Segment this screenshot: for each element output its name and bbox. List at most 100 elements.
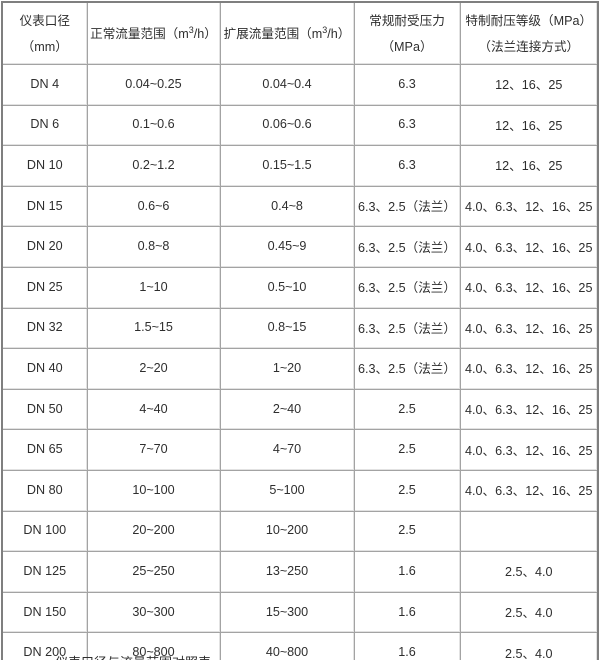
table-row: DN 150 30~300 15~300 1.6 2.5、4.0: [1, 591, 599, 634]
table-cell: 0.8~8: [86, 226, 221, 268]
table-cell: 4.0、6.3、12、16、25: [459, 469, 599, 512]
column-header-label: 常规耐受压力（MPa）: [369, 13, 445, 54]
table-cell: 5~100: [219, 469, 355, 512]
table-cell: 2.5: [353, 388, 461, 431]
cell-diameter: DN 100: [1, 510, 88, 553]
table-cell: 0.45~9: [219, 226, 355, 268]
table-row: DN 10 0.2~1.2 0.15~1.5 6.3 12、16、25: [1, 145, 599, 187]
table-cell: 13~250: [219, 551, 355, 593]
table-cell: 1.6: [353, 632, 461, 660]
cell-diameter: DN 32: [1, 307, 88, 350]
cell-diameter: DN 65: [1, 429, 88, 471]
cell-diameter: DN 200: [1, 632, 88, 660]
table-row: DN 200 80~800 40~800 1.6 2.5、4.0: [1, 632, 599, 660]
table-cell: 2.5: [353, 429, 461, 471]
table-cell: 1.6: [353, 591, 461, 634]
table-header-row: 仪表口径（mm） 正常流量范围（m3/h） 扩展流量范围（m3/h） 常规耐受压…: [1, 1, 599, 65]
table-cell: 0.04~0.25: [86, 64, 221, 106]
table-cell: 2~40: [219, 388, 355, 431]
table-cell: 6.3: [353, 64, 461, 106]
table-cell: 12、16、25: [459, 104, 599, 147]
table-cell: 1~10: [86, 266, 221, 309]
table-cell: 6.3、2.5（法兰）: [353, 266, 461, 309]
table-cell: 6.3、2.5（法兰）: [353, 226, 461, 268]
table-row: DN 80 10~100 5~100 2.5 4.0、6.3、12、16、25: [1, 469, 599, 512]
table-cell: 2~20: [86, 348, 221, 390]
table-cell: 0.8~15: [219, 307, 355, 350]
table-row: DN 15 0.6~6 0.4~8 6.3、2.5（法兰） 4.0、6.3、12、16、…: [1, 185, 599, 228]
table-cell: 10~100: [86, 469, 221, 512]
table-cell: 12、16、25: [459, 145, 599, 187]
table-row: DN 65 7~70 4~70 2.5 4.0、6.3、12、16、25: [1, 429, 599, 471]
table-cell: 4.0、6.3、12、16、25: [459, 388, 599, 431]
table-cell: 2.5、4.0: [459, 632, 599, 660]
table-cell: 0.06~0.6: [219, 104, 355, 147]
table-cell: 4~40: [86, 388, 221, 431]
table-cell: 80~800: [86, 632, 221, 660]
clipped-bottom-text: 仪表口径与流量范围对照表: [55, 652, 211, 660]
table-cell: 4.0、6.3、12、16、25: [459, 226, 599, 268]
column-header-special-pressure: 特制耐压等级（MPa）（法兰连接方式）: [459, 1, 599, 65]
column-header-diameter: 仪表口径（mm）: [1, 1, 88, 65]
column-header-label: 扩展流量范围（m: [223, 26, 323, 41]
column-header-normal-flow-range: 正常流量范围（m3/h）: [86, 1, 221, 65]
table-cell: 4.0、6.3、12、16、25: [459, 429, 599, 471]
cell-diameter: DN 150: [1, 591, 88, 634]
table-row: DN 50 4~40 2~40 2.5 4.0、6.3、12、16、25: [1, 388, 599, 431]
table-row: DN 4 0.04~0.25 0.04~0.4 6.3 12、16、25: [1, 64, 599, 106]
column-header-label: 仪表口径（mm）: [19, 13, 70, 54]
table-cell: 0.5~10: [219, 266, 355, 309]
table-cell: 25~250: [86, 551, 221, 593]
table-row: DN 100 20~200 10~200 2.5: [1, 510, 599, 553]
table-cell: 0.4~8: [219, 185, 355, 228]
table-cell: 1.6: [353, 551, 461, 593]
cell-diameter: DN 6: [1, 104, 88, 147]
table-cell: 0.2~1.2: [86, 145, 221, 187]
table-body: DN 4 0.04~0.25 0.04~0.4 6.3 12、16、25 DN 6 0.1~…: [1, 64, 599, 660]
table-cell: 6.3: [353, 145, 461, 187]
table-cell: 2.5: [353, 510, 461, 553]
table-cell: 1~20: [219, 348, 355, 390]
table-cell: 2.5、4.0: [459, 591, 599, 634]
table-cell: 20~200: [86, 510, 221, 553]
table-cell: 4~70: [219, 429, 355, 471]
cell-diameter: DN 4: [1, 64, 88, 106]
cell-diameter: DN 10: [1, 145, 88, 187]
cell-diameter: DN 20: [1, 226, 88, 268]
table-cell: 10~200: [219, 510, 355, 553]
table-cell: 15~300: [219, 591, 355, 634]
table-cell: 4.0、6.3、12、16、25: [459, 266, 599, 309]
table-cell: 0.04~0.4: [219, 64, 355, 106]
table-cell: 0.1~0.6: [86, 104, 221, 147]
table-cell: 6.3: [353, 104, 461, 147]
column-header-extended-flow-range: 扩展流量范围（m3/h）: [219, 1, 355, 65]
table-cell: 2.5: [353, 469, 461, 512]
cell-diameter: DN 125: [1, 551, 88, 593]
table-cell: 30~300: [86, 591, 221, 634]
superscript-3: 3: [188, 24, 194, 35]
table-cell: 0.15~1.5: [219, 145, 355, 187]
table-cell: 6.3、2.5（法兰）: [353, 307, 461, 350]
table-cell: [459, 510, 599, 553]
cell-diameter: DN 25: [1, 266, 88, 309]
table-row: DN 20 0.8~8 0.45~9 6.3、2.5（法兰） 4.0、6.3、12、16…: [1, 226, 599, 268]
column-header-label: /h）: [193, 26, 217, 41]
column-header-standard-pressure: 常规耐受压力（MPa）: [353, 1, 461, 65]
table-cell: 4.0、6.3、12、16、25: [459, 307, 599, 350]
cell-diameter: DN 15: [1, 185, 88, 228]
cell-diameter: DN 40: [1, 348, 88, 390]
cell-diameter: DN 50: [1, 388, 88, 431]
table-cell: 2.5、4.0: [459, 551, 599, 593]
superscript-3: 3: [322, 24, 328, 35]
table-row: DN 32 1.5~15 0.8~15 6.3、2.5（法兰） 4.0、6.3、12、1…: [1, 307, 599, 350]
column-header-label: /h）: [327, 26, 351, 41]
table-cell: 6.3、2.5（法兰）: [353, 185, 461, 228]
table-row: DN 40 2~20 1~20 6.3、2.5（法兰） 4.0、6.3、12、16、25: [1, 348, 599, 390]
cell-diameter: DN 80: [1, 469, 88, 512]
column-header-label: 正常流量范围（m: [90, 26, 189, 41]
table-cell: 6.3、2.5（法兰）: [353, 348, 461, 390]
column-header-label: 特制耐压等级（MPa）（法兰连接方式）: [465, 13, 593, 54]
table-cell: 4.0、6.3、12、16、25: [459, 185, 599, 228]
